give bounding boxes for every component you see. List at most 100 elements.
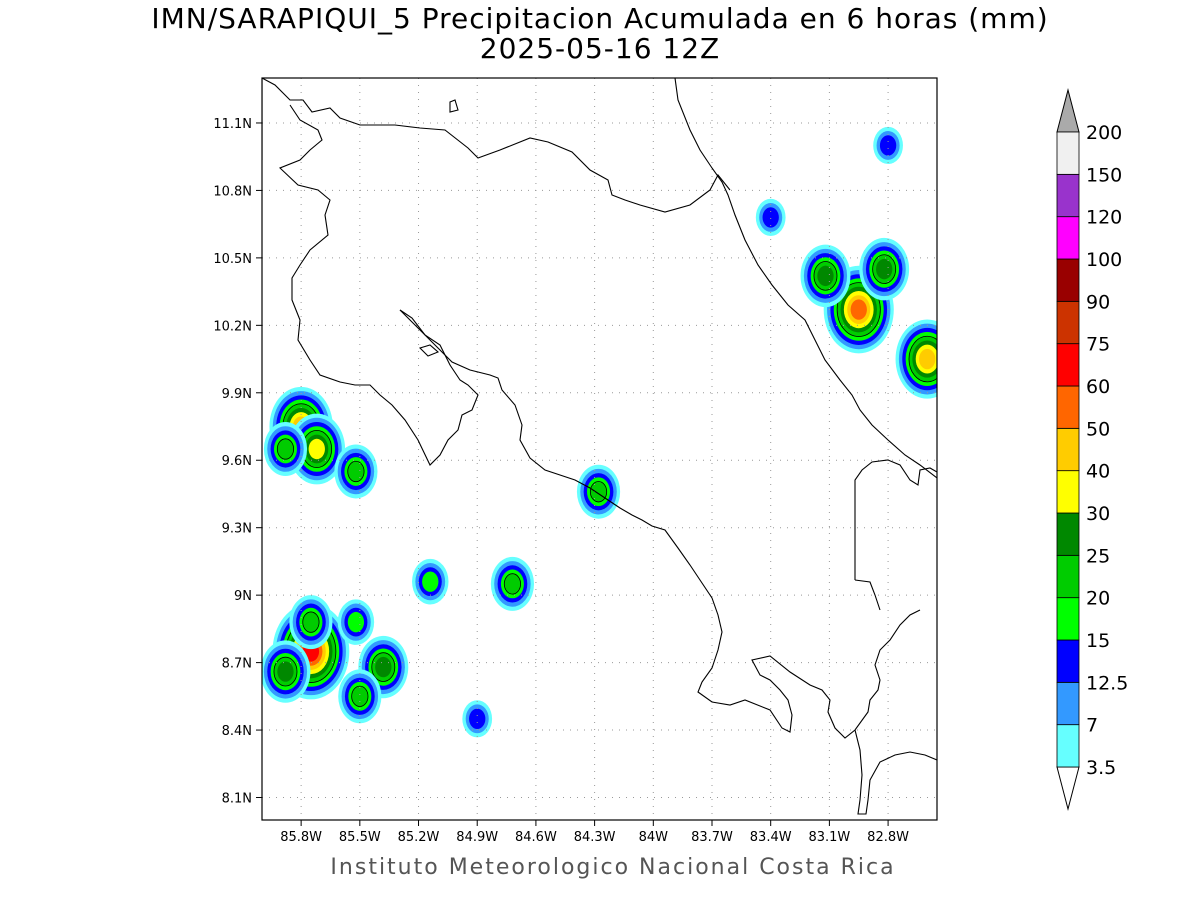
precip-cell bbox=[288, 413, 346, 485]
precip-cell bbox=[873, 126, 903, 165]
precip-cell bbox=[490, 556, 535, 611]
precip-contour bbox=[277, 661, 294, 682]
graticule bbox=[262, 78, 937, 820]
colorbar-swatch bbox=[1056, 216, 1080, 260]
lat-tick-label: 8.7N bbox=[222, 657, 252, 672]
lat-tick-label: 10.8N bbox=[213, 184, 252, 199]
lat-tick-label: 8.1N bbox=[222, 792, 252, 807]
precip-cell bbox=[263, 422, 308, 476]
lon-tick-label: 83.7W bbox=[691, 830, 733, 845]
precip-contour bbox=[762, 207, 779, 228]
colorbar-label: 75 bbox=[1086, 334, 1110, 356]
colorbar-swatch bbox=[1056, 639, 1080, 683]
lat-tick-label: 9.6N bbox=[222, 454, 252, 469]
colorbar-label: 15 bbox=[1086, 630, 1110, 652]
plot-frame bbox=[261, 77, 938, 821]
colorbar-label: 50 bbox=[1086, 418, 1110, 440]
colorbar-swatch bbox=[1056, 681, 1080, 726]
precip-cell bbox=[334, 444, 378, 499]
colorbar-label: 90 bbox=[1086, 291, 1110, 313]
lon-tick-label: 83.4W bbox=[750, 830, 792, 845]
colorbar-swatch bbox=[1056, 470, 1080, 514]
precip-contour bbox=[817, 265, 834, 287]
colorbar-label: 200 bbox=[1086, 122, 1122, 144]
lon-tick-label: 84.6W bbox=[515, 830, 557, 845]
colorbar-label: 150 bbox=[1086, 164, 1122, 186]
colorbar-swatch bbox=[1056, 385, 1080, 429]
lon-tick-label: 83.1W bbox=[808, 830, 850, 845]
panama-border bbox=[854, 459, 937, 580]
precip-contour bbox=[850, 299, 867, 320]
colorbar-under-arrow bbox=[1056, 766, 1080, 811]
lake-arenal bbox=[418, 344, 440, 357]
colorbar-swatch bbox=[1056, 554, 1080, 599]
precip-contour bbox=[919, 348, 936, 370]
lat-tick-label: 9.3N bbox=[222, 522, 252, 537]
colorbar-label: 3.5 bbox=[1086, 757, 1116, 779]
colorbar-label: 120 bbox=[1086, 207, 1122, 229]
precip-cell bbox=[337, 599, 375, 645]
colorbar-swatch bbox=[1056, 300, 1080, 345]
precip-cell bbox=[576, 464, 621, 519]
colorbar-label: 100 bbox=[1086, 249, 1122, 271]
colorbar-label: 40 bbox=[1086, 461, 1110, 483]
precip-contour bbox=[347, 460, 365, 483]
precip-cell bbox=[338, 669, 382, 724]
chart-title: IMN/SARAPIQUI_5 Precipitacion Acumulada … bbox=[151, 2, 1049, 35]
precip-contour bbox=[876, 258, 893, 280]
precipitation-layer bbox=[262, 126, 937, 738]
colorbar-swatch bbox=[1056, 427, 1080, 472]
lon-tick-label: 85.8W bbox=[280, 830, 322, 845]
panama-border-south bbox=[854, 579, 881, 611]
precip-cell bbox=[289, 595, 333, 650]
colorbar-label: 20 bbox=[1086, 588, 1110, 610]
lat-tick-label: 9N bbox=[234, 589, 252, 604]
lon-tick-label: 84.9W bbox=[456, 830, 498, 845]
precip-cell bbox=[462, 700, 493, 738]
lat-tick-label: 10.5N bbox=[213, 252, 252, 267]
colorbar-label: 7 bbox=[1086, 715, 1098, 737]
lat-tick-label: 9.9N bbox=[222, 387, 252, 402]
precip-cell bbox=[895, 319, 937, 399]
colorbar-swatch bbox=[1056, 724, 1080, 768]
colorbar-swatch bbox=[1056, 343, 1080, 387]
colorbar-over-arrow bbox=[1056, 88, 1080, 133]
precip-contour bbox=[879, 135, 897, 156]
colorbar-swatch bbox=[1056, 512, 1080, 556]
small-island bbox=[449, 99, 459, 113]
lat-tick-label: 8.4N bbox=[222, 724, 252, 739]
lon-tick-label: 82.8W bbox=[867, 830, 909, 845]
precip-contour bbox=[302, 611, 320, 633]
colorbar-label: 60 bbox=[1086, 376, 1110, 398]
colorbar-label: 12.5 bbox=[1086, 672, 1128, 694]
nicaragua-coast bbox=[262, 78, 731, 213]
colorbar-label: 25 bbox=[1086, 545, 1110, 567]
lon-tick-label: 85.2W bbox=[398, 830, 440, 845]
precip-cell bbox=[755, 198, 786, 237]
longitude-labels: 85.8W 85.5W 85.2W 84.9W 84.6W 84.3W 84W 83.7W 83… bbox=[280, 820, 909, 845]
lat-tick-label: 11.1N bbox=[213, 117, 252, 132]
colorbar-swatch bbox=[1056, 131, 1080, 175]
osa-peninsula bbox=[854, 729, 937, 815]
lon-tick-label: 85.5W bbox=[339, 830, 381, 845]
colorbar: 3.5 7 12.5 15 20 25 30 40 50 60 75 90 100 120 150 200 bbox=[1056, 88, 1128, 811]
lon-tick-label: 84W bbox=[639, 830, 669, 845]
lon-tick-label: 84.3W bbox=[574, 830, 616, 845]
latitude-labels: 11.1N 10.8N 10.5N 10.2N 9.9N 9.6N 9.3N 9N 8.7N 8.… bbox=[213, 117, 262, 807]
precip-cell bbox=[412, 558, 449, 605]
precip-contour bbox=[375, 656, 392, 678]
precip-contour bbox=[276, 438, 295, 460]
precip-contour bbox=[589, 481, 608, 503]
credit-text: Instituto Meteorologico Nacional Costa R… bbox=[330, 855, 896, 880]
caribbean-coast bbox=[674, 78, 937, 479]
precip-cell bbox=[800, 244, 851, 308]
precip-contour bbox=[469, 708, 486, 730]
colorbar-swatch bbox=[1056, 597, 1080, 641]
colorbar-swatch bbox=[1056, 258, 1080, 302]
pacific-coast-north bbox=[278, 104, 479, 466]
precip-contour bbox=[308, 438, 325, 460]
colorbar-swatch bbox=[1056, 173, 1080, 218]
lat-tick-label: 10.2N bbox=[213, 319, 252, 334]
coastlines bbox=[262, 78, 937, 815]
